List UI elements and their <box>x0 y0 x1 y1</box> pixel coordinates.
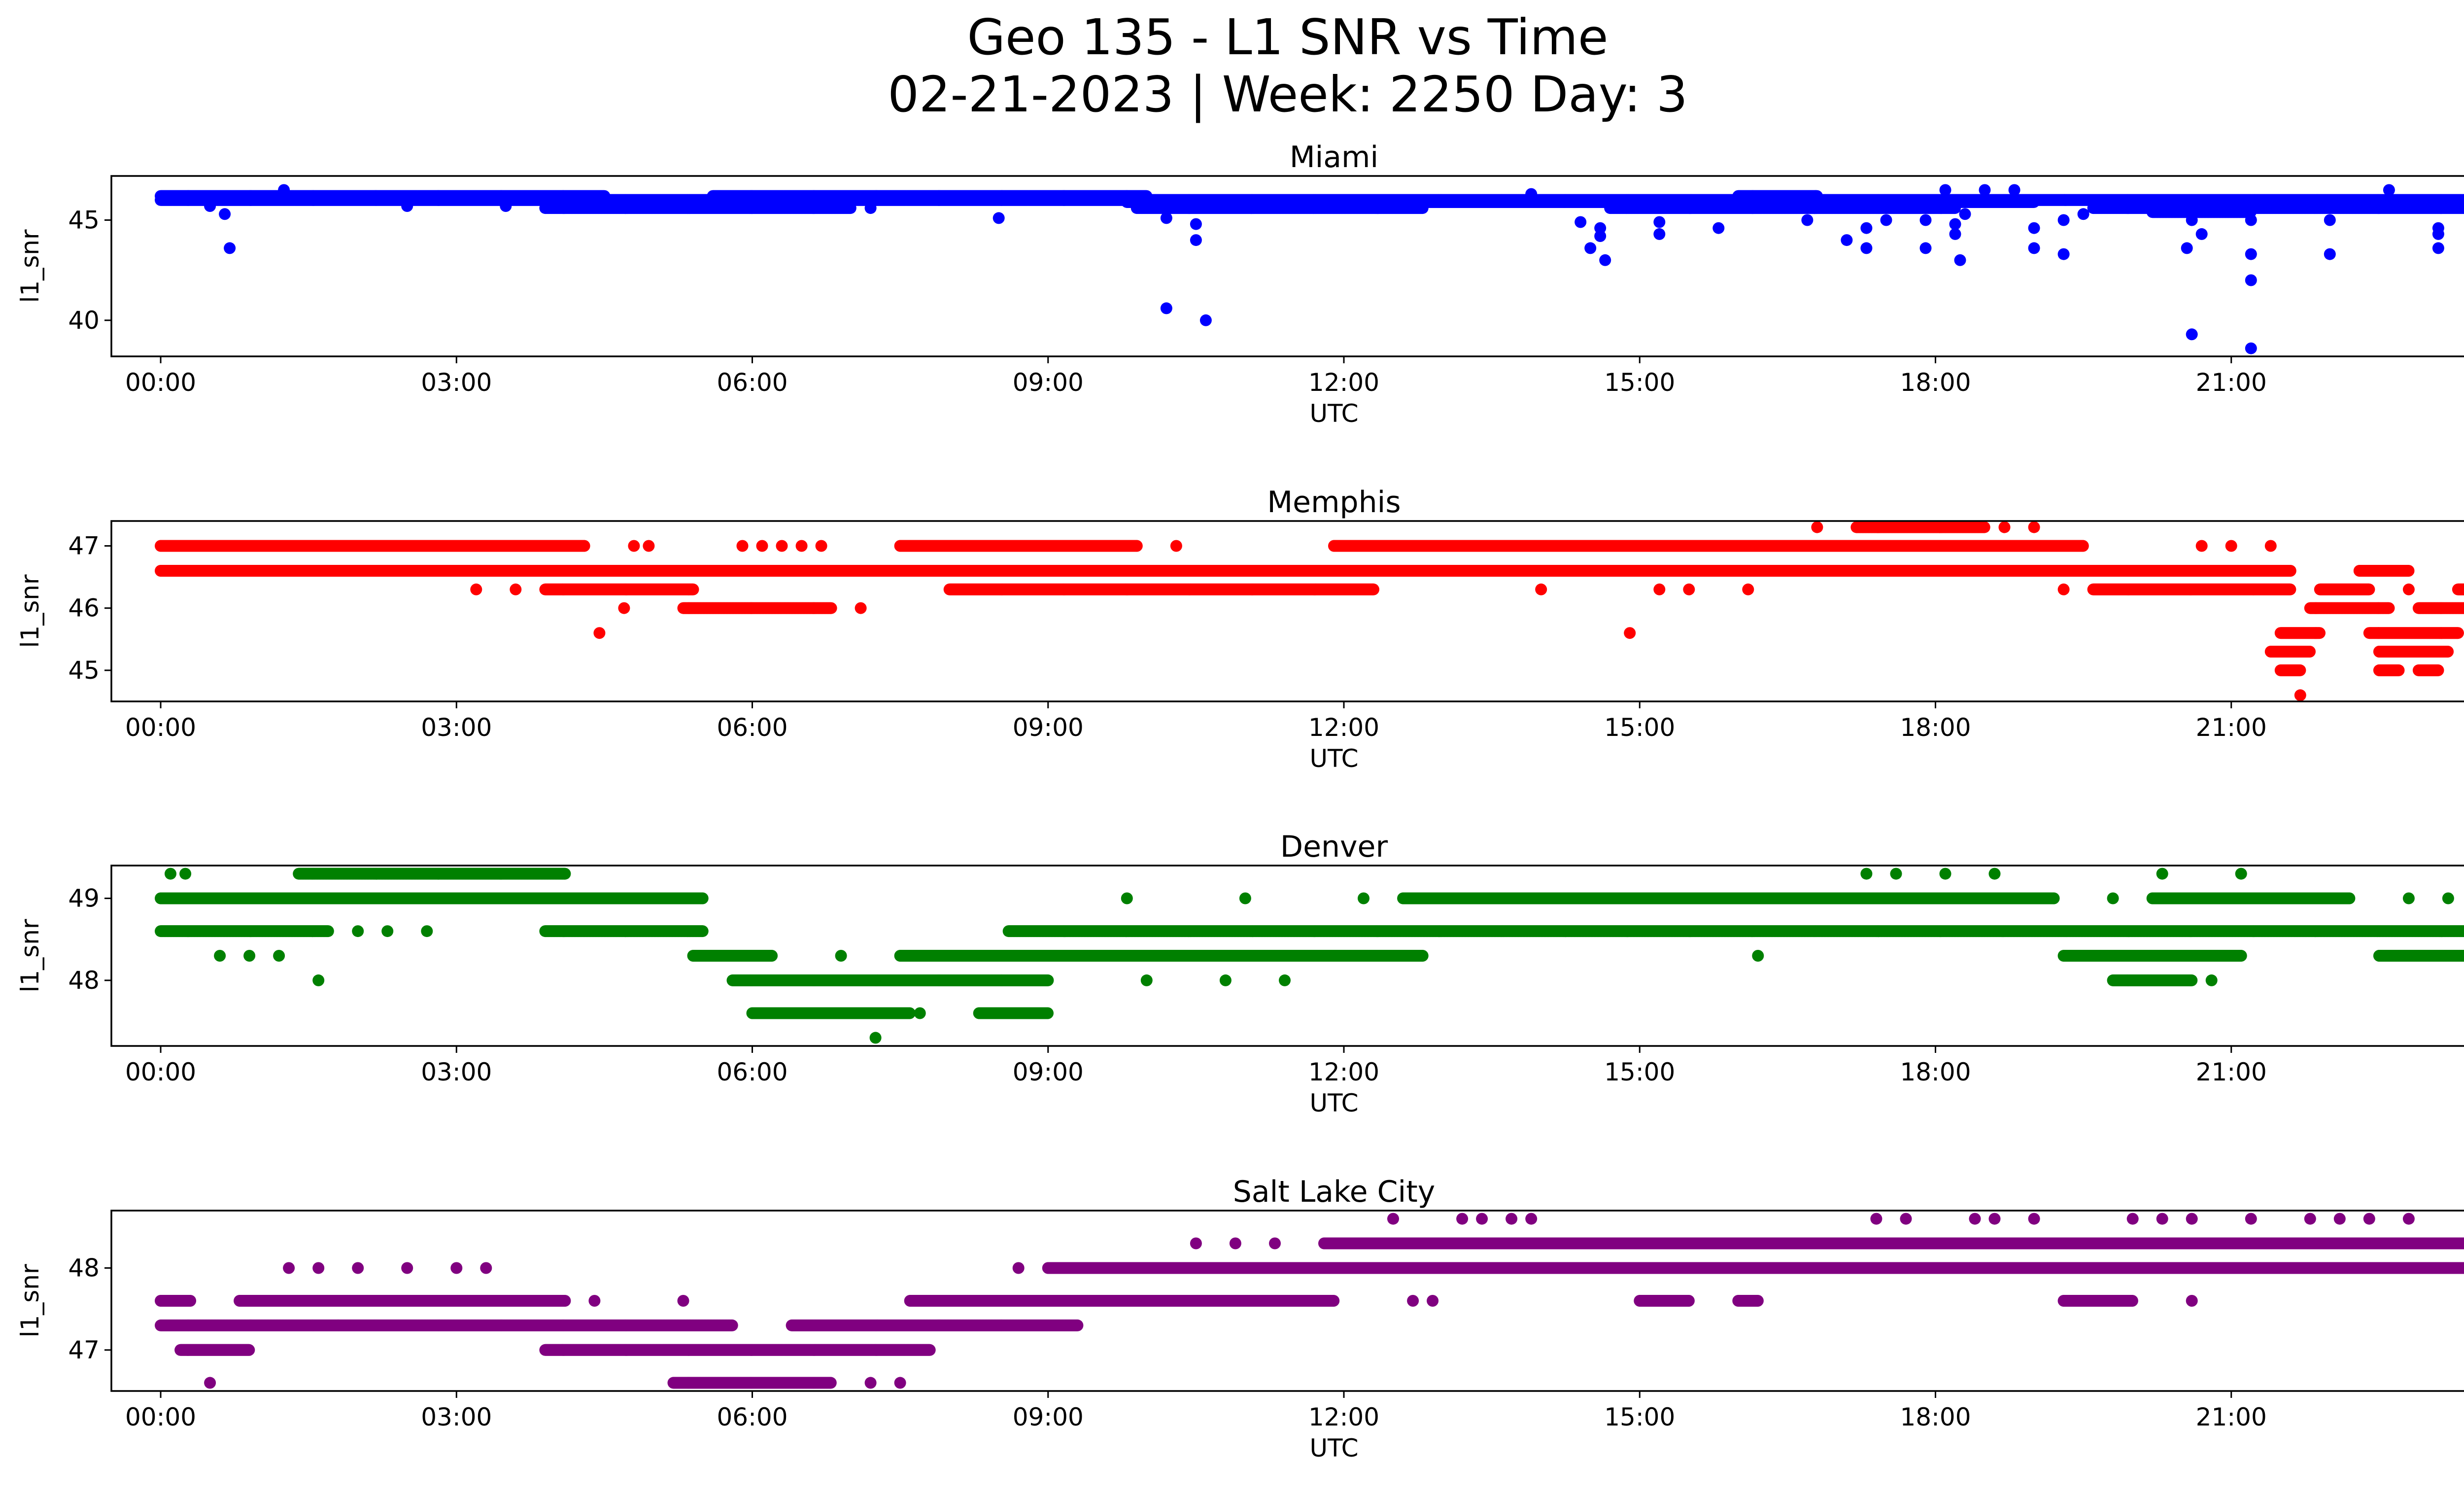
figure-title-line2: 02-21-2023 | Week: 2250 Day: 3 <box>0 66 2464 123</box>
figure-title: Geo 135 - L1 SNR vs Time 02-21-2023 | We… <box>0 9 2464 123</box>
figure-title-line1: Geo 135 - L1 SNR vs Time <box>0 9 2464 66</box>
subplot-title: Miami <box>1290 140 1378 174</box>
data-points <box>155 184 2464 354</box>
